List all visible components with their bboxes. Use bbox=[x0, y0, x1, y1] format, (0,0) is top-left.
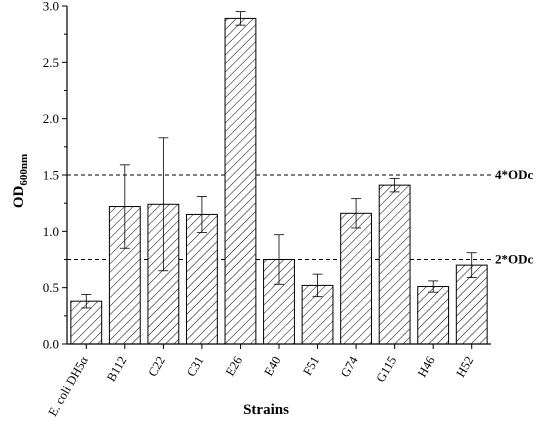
reference-line-label: 4*ODc bbox=[495, 167, 534, 182]
y-tick-label: 0.0 bbox=[43, 337, 59, 352]
bar bbox=[455, 264, 488, 345]
x-tick-label: G74 bbox=[338, 353, 361, 379]
x-axis-title: Strains bbox=[243, 402, 289, 418]
bar bbox=[417, 286, 450, 345]
x-tick-label: B112 bbox=[104, 354, 129, 384]
x-tick-label: E40 bbox=[261, 354, 283, 378]
reference-line-label: 2*ODc bbox=[495, 252, 534, 267]
y-tick-label: 0.5 bbox=[43, 280, 59, 295]
x-tick-label: C31 bbox=[184, 354, 207, 379]
bar bbox=[301, 284, 334, 345]
y-tick-label: 2.5 bbox=[43, 55, 59, 70]
y-tick-labels: 0.0 0.5 1.0 1.5 2.0 2.5 3.0 bbox=[43, 0, 67, 352]
x-tick-label: H52 bbox=[453, 354, 476, 380]
x-tick-label: C22 bbox=[145, 354, 168, 379]
error-bars bbox=[81, 11, 477, 309]
y-axis-title: OD600nm bbox=[11, 154, 30, 208]
y-tick-label: 2.0 bbox=[43, 111, 59, 126]
y-tick-label: 3.0 bbox=[43, 0, 59, 14]
bars bbox=[70, 17, 488, 345]
bar bbox=[340, 212, 373, 345]
x-tick-label: H46 bbox=[415, 354, 438, 380]
y-tick-label: 1.5 bbox=[43, 168, 59, 183]
y-axis-title-main: OD bbox=[11, 185, 27, 208]
bar bbox=[378, 184, 411, 345]
x-tick-label: E. coli DH5α bbox=[45, 354, 91, 419]
x-tick-label: E26 bbox=[223, 354, 245, 378]
x-tick-label: F51 bbox=[300, 354, 322, 378]
x-tick-label: G115 bbox=[373, 354, 399, 385]
y-tick-label: 1.0 bbox=[43, 224, 59, 239]
bar bbox=[224, 17, 257, 345]
bar bbox=[185, 213, 218, 345]
y-axis-title-subscript: 600nm bbox=[18, 154, 30, 186]
